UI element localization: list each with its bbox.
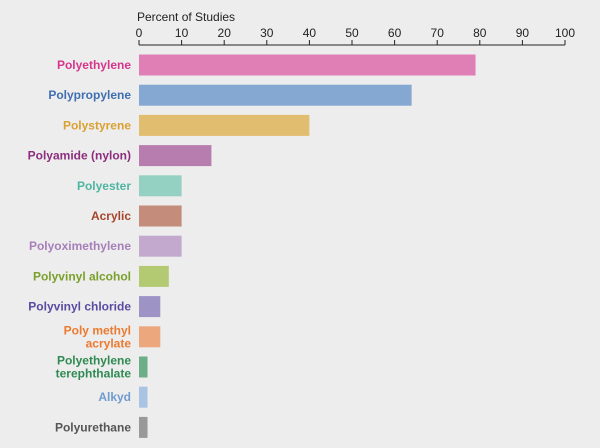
- category-label-line: Polypropylene: [48, 88, 131, 102]
- bar: [139, 296, 161, 318]
- x-tick-label: 100: [555, 26, 575, 40]
- category-label: Poly methyl acrylate: [64, 323, 132, 350]
- category-label: Polyoximethylene: [29, 239, 131, 253]
- category-label: Polyurethane: [55, 420, 131, 434]
- category-label-line: Polyvinyl chloride: [28, 300, 131, 314]
- category-label: Polyethylene terephthalate: [56, 354, 132, 381]
- category-label-line: Polyvinyl alcohol: [33, 269, 131, 283]
- category-label: Polystyrene: [63, 118, 131, 132]
- x-tick-label: 40: [303, 26, 317, 40]
- x-tick-label: 30: [260, 26, 274, 40]
- x-tick-label: 80: [473, 26, 487, 40]
- bar: [139, 54, 476, 76]
- category-label-line: Polyethylene: [57, 58, 131, 72]
- bar: [139, 265, 169, 287]
- category-label-line: Polyester: [77, 179, 131, 193]
- bar: [139, 356, 148, 378]
- category-label: Polyvinyl chloride: [28, 300, 131, 314]
- bar: [139, 235, 182, 257]
- category-label: Polyethylene: [57, 58, 131, 72]
- category-label-line: Polyurethane: [55, 420, 131, 434]
- category-label-line: Poly methyl: [64, 323, 131, 337]
- category-label: Polyester: [77, 179, 131, 193]
- x-tick-label: 70: [431, 26, 445, 40]
- x-tick-label: 10: [175, 26, 189, 40]
- bars-group: [139, 54, 476, 438]
- bar: [139, 205, 182, 227]
- category-label-line: Polyoximethylene: [29, 239, 131, 253]
- x-tick-label: 60: [388, 26, 402, 40]
- category-label: Acrylic: [91, 209, 131, 223]
- category-label: Polypropylene: [48, 88, 131, 102]
- bar: [139, 386, 148, 408]
- bar: [139, 326, 161, 348]
- category-label-line: Polyamide (nylon): [28, 149, 131, 163]
- category-label: Polyamide (nylon): [28, 149, 131, 163]
- bar: [139, 175, 182, 197]
- x-axis: 0 10 20 30 40 50 60 70 80 90 100: [136, 26, 575, 46]
- category-label-line: Acrylic: [91, 209, 131, 223]
- x-tick-label: 50: [345, 26, 359, 40]
- category-label-line: Polystyrene: [63, 118, 131, 132]
- bar: [139, 114, 310, 136]
- category-label-line: Polyethylene: [57, 354, 131, 368]
- category-label: Polyvinyl alcohol: [33, 269, 131, 283]
- bar: [139, 145, 212, 167]
- bar: [139, 416, 148, 438]
- x-tick-label: 0: [136, 26, 143, 40]
- category-labels-group: Polyethylene Polypropylene Polystyrene Poly…: [28, 58, 132, 434]
- category-label: Alkyd: [98, 390, 131, 404]
- x-axis-title: Percent of Studies: [137, 10, 235, 24]
- category-label-line: Alkyd: [98, 390, 131, 404]
- category-label-line: acrylate: [86, 336, 132, 350]
- category-label-line: terephthalate: [56, 367, 132, 381]
- bar: [139, 84, 412, 106]
- x-tick-label: 90: [516, 26, 530, 40]
- x-tick-label: 20: [218, 26, 232, 40]
